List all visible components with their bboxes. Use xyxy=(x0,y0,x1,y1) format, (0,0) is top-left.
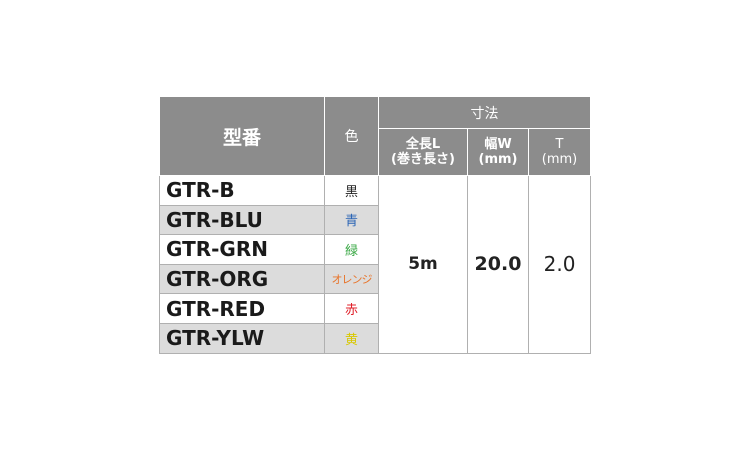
header-length: 全長L (巻き長さ) xyxy=(378,128,468,176)
table-row: GTR-RED 赤 xyxy=(159,293,591,324)
color-cell: 黄 xyxy=(324,322,379,354)
header-thickness-label: T xyxy=(555,137,564,152)
header-length-label: 全長L xyxy=(405,137,441,152)
thickness-value: 2.0 xyxy=(527,175,592,354)
header-width: 幅W (mm) xyxy=(467,128,529,176)
color-cell: 緑 xyxy=(324,234,379,265)
header-length-sub: (巻き長さ) xyxy=(391,152,455,167)
model-cell: GTR-RED xyxy=(159,293,325,324)
header-width-sub: (mm) xyxy=(478,152,518,167)
table-row: GTR-B 黒 5m 20.0 2.0 xyxy=(159,175,592,354)
table-row: GTR-ORG オレンジ xyxy=(159,263,591,295)
table-row: GTR-BLU 青 xyxy=(159,204,591,236)
table-row: GTR-GRN 緑 xyxy=(159,234,591,265)
header-thickness: T (mm) xyxy=(527,128,592,176)
color-cell: 黒 xyxy=(324,175,379,206)
color-cell: 青 xyxy=(324,204,379,236)
model-cell: GTR-B xyxy=(159,175,325,206)
table-row: GTR-YLW 黄 xyxy=(159,322,591,354)
color-cell: 赤 xyxy=(324,293,379,324)
header-dimensions: 寸法 xyxy=(377,96,592,129)
model-cell: GTR-GRN xyxy=(159,234,325,265)
length-value: 5m xyxy=(378,175,468,354)
model-cell: GTR-BLU xyxy=(159,204,325,236)
header-width-label: 幅W xyxy=(484,137,512,152)
header-model: 型番 xyxy=(159,96,325,176)
width-value: 20.0 xyxy=(467,175,529,354)
header-thickness-sub: (mm) xyxy=(541,152,578,167)
product-spec-table: 型番 色 寸法 全長L (巻き長さ) 幅W (mm) T (mm) GTR-B 黒 5… xyxy=(159,96,592,354)
model-cell: GTR-ORG xyxy=(159,263,325,295)
model-cell: GTR-YLW xyxy=(159,322,325,354)
header-color: 色 xyxy=(324,96,379,176)
color-cell: オレンジ xyxy=(324,263,379,295)
